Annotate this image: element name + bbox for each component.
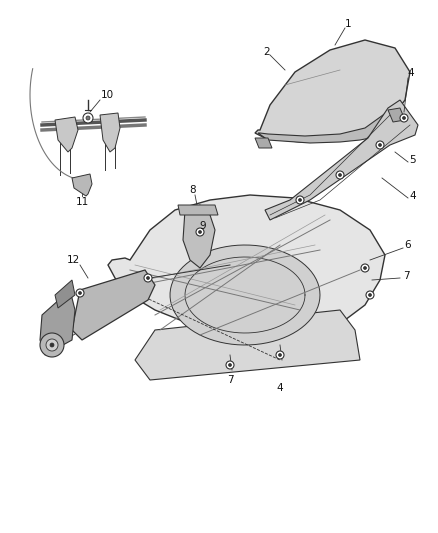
Circle shape (276, 351, 284, 359)
Text: 12: 12 (67, 255, 80, 265)
Text: 1: 1 (345, 19, 351, 29)
Circle shape (40, 333, 64, 357)
Text: 9: 9 (200, 221, 206, 231)
Circle shape (296, 196, 304, 204)
Polygon shape (100, 113, 120, 152)
Text: 10: 10 (100, 90, 113, 100)
Text: 4: 4 (410, 191, 416, 201)
Text: 4: 4 (277, 383, 283, 393)
Polygon shape (55, 280, 75, 308)
Circle shape (76, 289, 84, 297)
Circle shape (299, 198, 301, 201)
Polygon shape (170, 245, 320, 345)
Text: 5: 5 (410, 155, 416, 165)
Polygon shape (255, 40, 410, 142)
Text: 11: 11 (75, 197, 88, 207)
Text: 7: 7 (403, 271, 410, 281)
Circle shape (146, 277, 149, 279)
Circle shape (336, 171, 344, 179)
Polygon shape (258, 110, 395, 143)
Circle shape (196, 228, 204, 236)
Text: 7: 7 (227, 375, 233, 385)
Circle shape (229, 364, 232, 367)
Circle shape (368, 294, 371, 296)
Polygon shape (72, 174, 92, 196)
Text: 6: 6 (405, 240, 411, 250)
Text: 8: 8 (190, 185, 196, 195)
Circle shape (400, 114, 408, 122)
Polygon shape (55, 117, 78, 152)
Polygon shape (72, 270, 155, 340)
Circle shape (46, 339, 58, 351)
Circle shape (144, 274, 152, 282)
Circle shape (50, 343, 54, 347)
Circle shape (78, 292, 81, 295)
Circle shape (83, 113, 93, 123)
Circle shape (378, 143, 381, 147)
Circle shape (339, 174, 342, 176)
Polygon shape (40, 290, 75, 355)
Circle shape (198, 230, 201, 233)
Circle shape (376, 141, 384, 149)
Circle shape (86, 116, 90, 120)
Text: 4: 4 (408, 68, 414, 78)
Polygon shape (108, 195, 385, 335)
Polygon shape (178, 205, 218, 215)
Circle shape (366, 291, 374, 299)
Circle shape (361, 264, 369, 272)
Circle shape (364, 266, 367, 270)
Circle shape (403, 117, 406, 119)
Circle shape (279, 353, 282, 357)
Polygon shape (135, 310, 360, 380)
Polygon shape (265, 100, 418, 220)
Polygon shape (183, 205, 215, 268)
Circle shape (226, 361, 234, 369)
Polygon shape (255, 138, 272, 148)
Text: 2: 2 (264, 47, 270, 57)
Polygon shape (388, 108, 405, 122)
